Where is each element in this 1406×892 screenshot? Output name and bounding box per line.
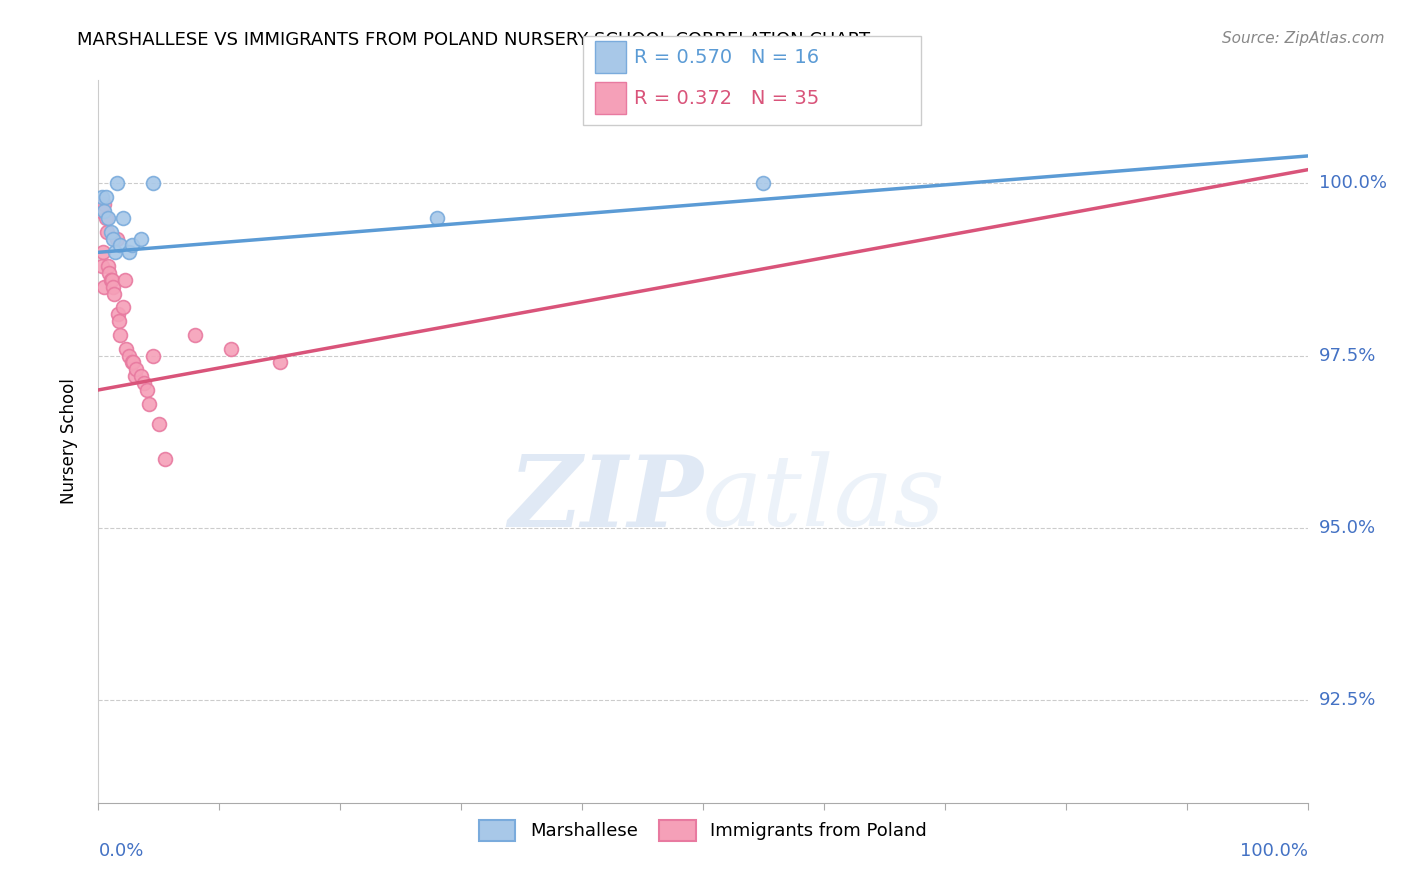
Point: [101, 231, 124, 245]
Point: [426, 211, 449, 225]
Point: [142, 177, 165, 191]
Text: atlas: atlas: [703, 451, 946, 547]
Text: 100.0%: 100.0%: [1240, 842, 1308, 860]
Point: [129, 369, 152, 384]
Point: [105, 177, 128, 191]
Text: Source: ZipAtlas.com: Source: ZipAtlas.com: [1222, 31, 1385, 46]
Text: 0.0%: 0.0%: [98, 842, 143, 860]
Point: [148, 417, 170, 432]
Point: [118, 349, 141, 363]
Point: [122, 355, 145, 369]
Point: [105, 231, 128, 245]
Text: 100.0%: 100.0%: [1319, 175, 1386, 193]
Point: [94, 211, 117, 225]
Point: [90, 204, 112, 219]
Point: [93, 279, 115, 293]
Text: R = 0.372   N = 35: R = 0.372 N = 35: [634, 88, 820, 108]
Point: [121, 238, 143, 252]
Point: [129, 231, 152, 245]
Point: [125, 362, 148, 376]
Point: [107, 307, 129, 321]
Point: [97, 211, 120, 225]
Text: MARSHALLESE VS IMMIGRANTS FROM POLAND NURSERY SCHOOL CORRELATION CHART: MARSHALLESE VS IMMIGRANTS FROM POLAND NU…: [77, 31, 870, 49]
Point: [118, 245, 141, 260]
Point: [100, 225, 122, 239]
Point: [221, 342, 243, 356]
Text: R = 0.570   N = 16: R = 0.570 N = 16: [634, 47, 820, 67]
Point: [94, 190, 117, 204]
Point: [153, 451, 176, 466]
Legend: Marshallese, Immigrants from Poland: Marshallese, Immigrants from Poland: [472, 813, 934, 848]
Point: [138, 397, 160, 411]
Point: [93, 204, 115, 219]
Point: [98, 266, 121, 280]
Y-axis label: Nursery School: Nursery School: [59, 378, 77, 505]
Text: 92.5%: 92.5%: [1319, 690, 1376, 708]
Point: [114, 273, 136, 287]
Point: [101, 279, 124, 293]
Point: [111, 301, 134, 315]
Point: [91, 245, 114, 260]
Point: [108, 314, 131, 328]
Point: [121, 355, 143, 369]
Text: ZIP: ZIP: [508, 451, 703, 548]
Point: [96, 225, 118, 239]
Text: 97.5%: 97.5%: [1319, 346, 1376, 365]
Point: [124, 369, 146, 384]
Point: [108, 327, 131, 342]
Point: [752, 177, 775, 191]
Point: [135, 383, 157, 397]
Point: [93, 197, 115, 211]
Point: [91, 259, 114, 273]
Point: [269, 355, 291, 369]
Point: [91, 190, 114, 204]
Text: 95.0%: 95.0%: [1319, 518, 1376, 537]
Point: [97, 259, 120, 273]
Point: [115, 342, 138, 356]
Point: [134, 376, 156, 390]
Point: [142, 349, 165, 363]
Point: [111, 211, 134, 225]
Point: [108, 238, 131, 252]
Point: [100, 273, 122, 287]
Point: [103, 286, 125, 301]
Point: [184, 327, 207, 342]
Point: [104, 245, 127, 260]
Point: [100, 273, 122, 287]
